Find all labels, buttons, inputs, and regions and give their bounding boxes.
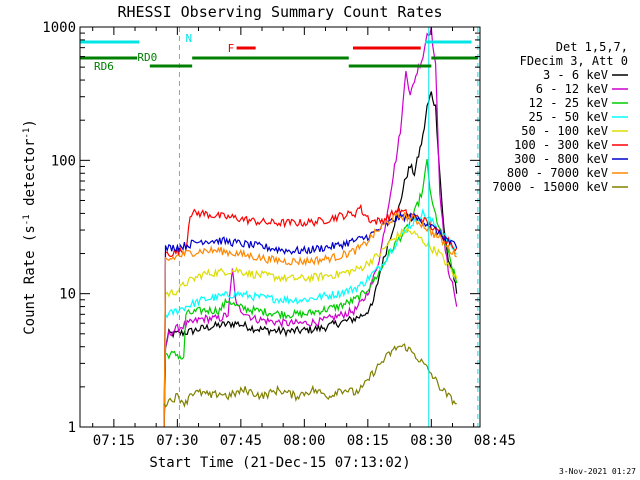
x-axis-label: Start Time (21-Dec-15 07:13:02) — [149, 455, 410, 471]
state-bar-label-rd0: RD0 — [137, 51, 157, 64]
y-tick-label: 1000 — [42, 20, 76, 36]
legend-label: 50 - 100 keV — [521, 124, 608, 138]
vertical-markers — [79, 27, 479, 427]
series-line-4 — [163, 227, 458, 427]
legend-label: 800 - 7000 keV — [507, 166, 608, 180]
x-tick-label: 07:45 — [220, 433, 262, 449]
y-tick-label: 1 — [68, 420, 76, 436]
legend-label: 100 - 300 keV — [514, 138, 608, 152]
x-tick-label: 08:45 — [474, 433, 516, 449]
y-axis-label: Count Rate (s-1 detector-1) — [22, 119, 38, 335]
state-bar-label-rd6: RD6 — [94, 60, 114, 73]
legend-label: 12 - 25 keV — [529, 96, 608, 110]
legend-label: 3 - 6 keV — [543, 68, 608, 82]
y-tick-label: 10 — [59, 287, 76, 303]
footer-timestamp: 3-Nov-2021 01:27 — [559, 467, 636, 476]
chart-title: RHESSI Observing Summary Count Rates — [117, 3, 442, 21]
x-tick-label: 08:15 — [347, 433, 389, 449]
legend-label: 25 - 50 keV — [529, 110, 608, 124]
series-line-6 — [163, 211, 458, 427]
axes: 07:15 07:30 07:45 08:00 08:15 08:30 08:45 1 10 10… — [42, 20, 516, 449]
legend-header-line: Det 1,5,7, — [556, 40, 628, 54]
state-bar-label-n: N — [185, 32, 192, 45]
y-tick-label: 100 — [51, 153, 76, 169]
state-bar-label-f: F — [228, 42, 235, 55]
series-line-8 — [163, 343, 457, 408]
series-layer — [163, 27, 458, 427]
series-line-0 — [163, 91, 458, 427]
legend-label: 6 - 12 keV — [536, 82, 608, 96]
x-tick-label: 08:30 — [410, 433, 452, 449]
series-line-1 — [163, 27, 458, 427]
legend-label: 300 - 800 keV — [514, 152, 608, 166]
legend-label: 7000 - 15000 keV — [492, 180, 608, 194]
x-tick-label: 08:00 — [283, 433, 325, 449]
x-tick-label: 07:30 — [156, 433, 198, 449]
legend-header-line: FDecim 3, Att 0 — [520, 54, 628, 68]
series-line-7 — [163, 211, 457, 427]
plot-frame — [79, 26, 481, 428]
state-bars: N F RD0 RD6 — [80, 32, 478, 73]
series-line-2 — [163, 158, 458, 427]
x-tick-label: 07:15 — [93, 433, 135, 449]
